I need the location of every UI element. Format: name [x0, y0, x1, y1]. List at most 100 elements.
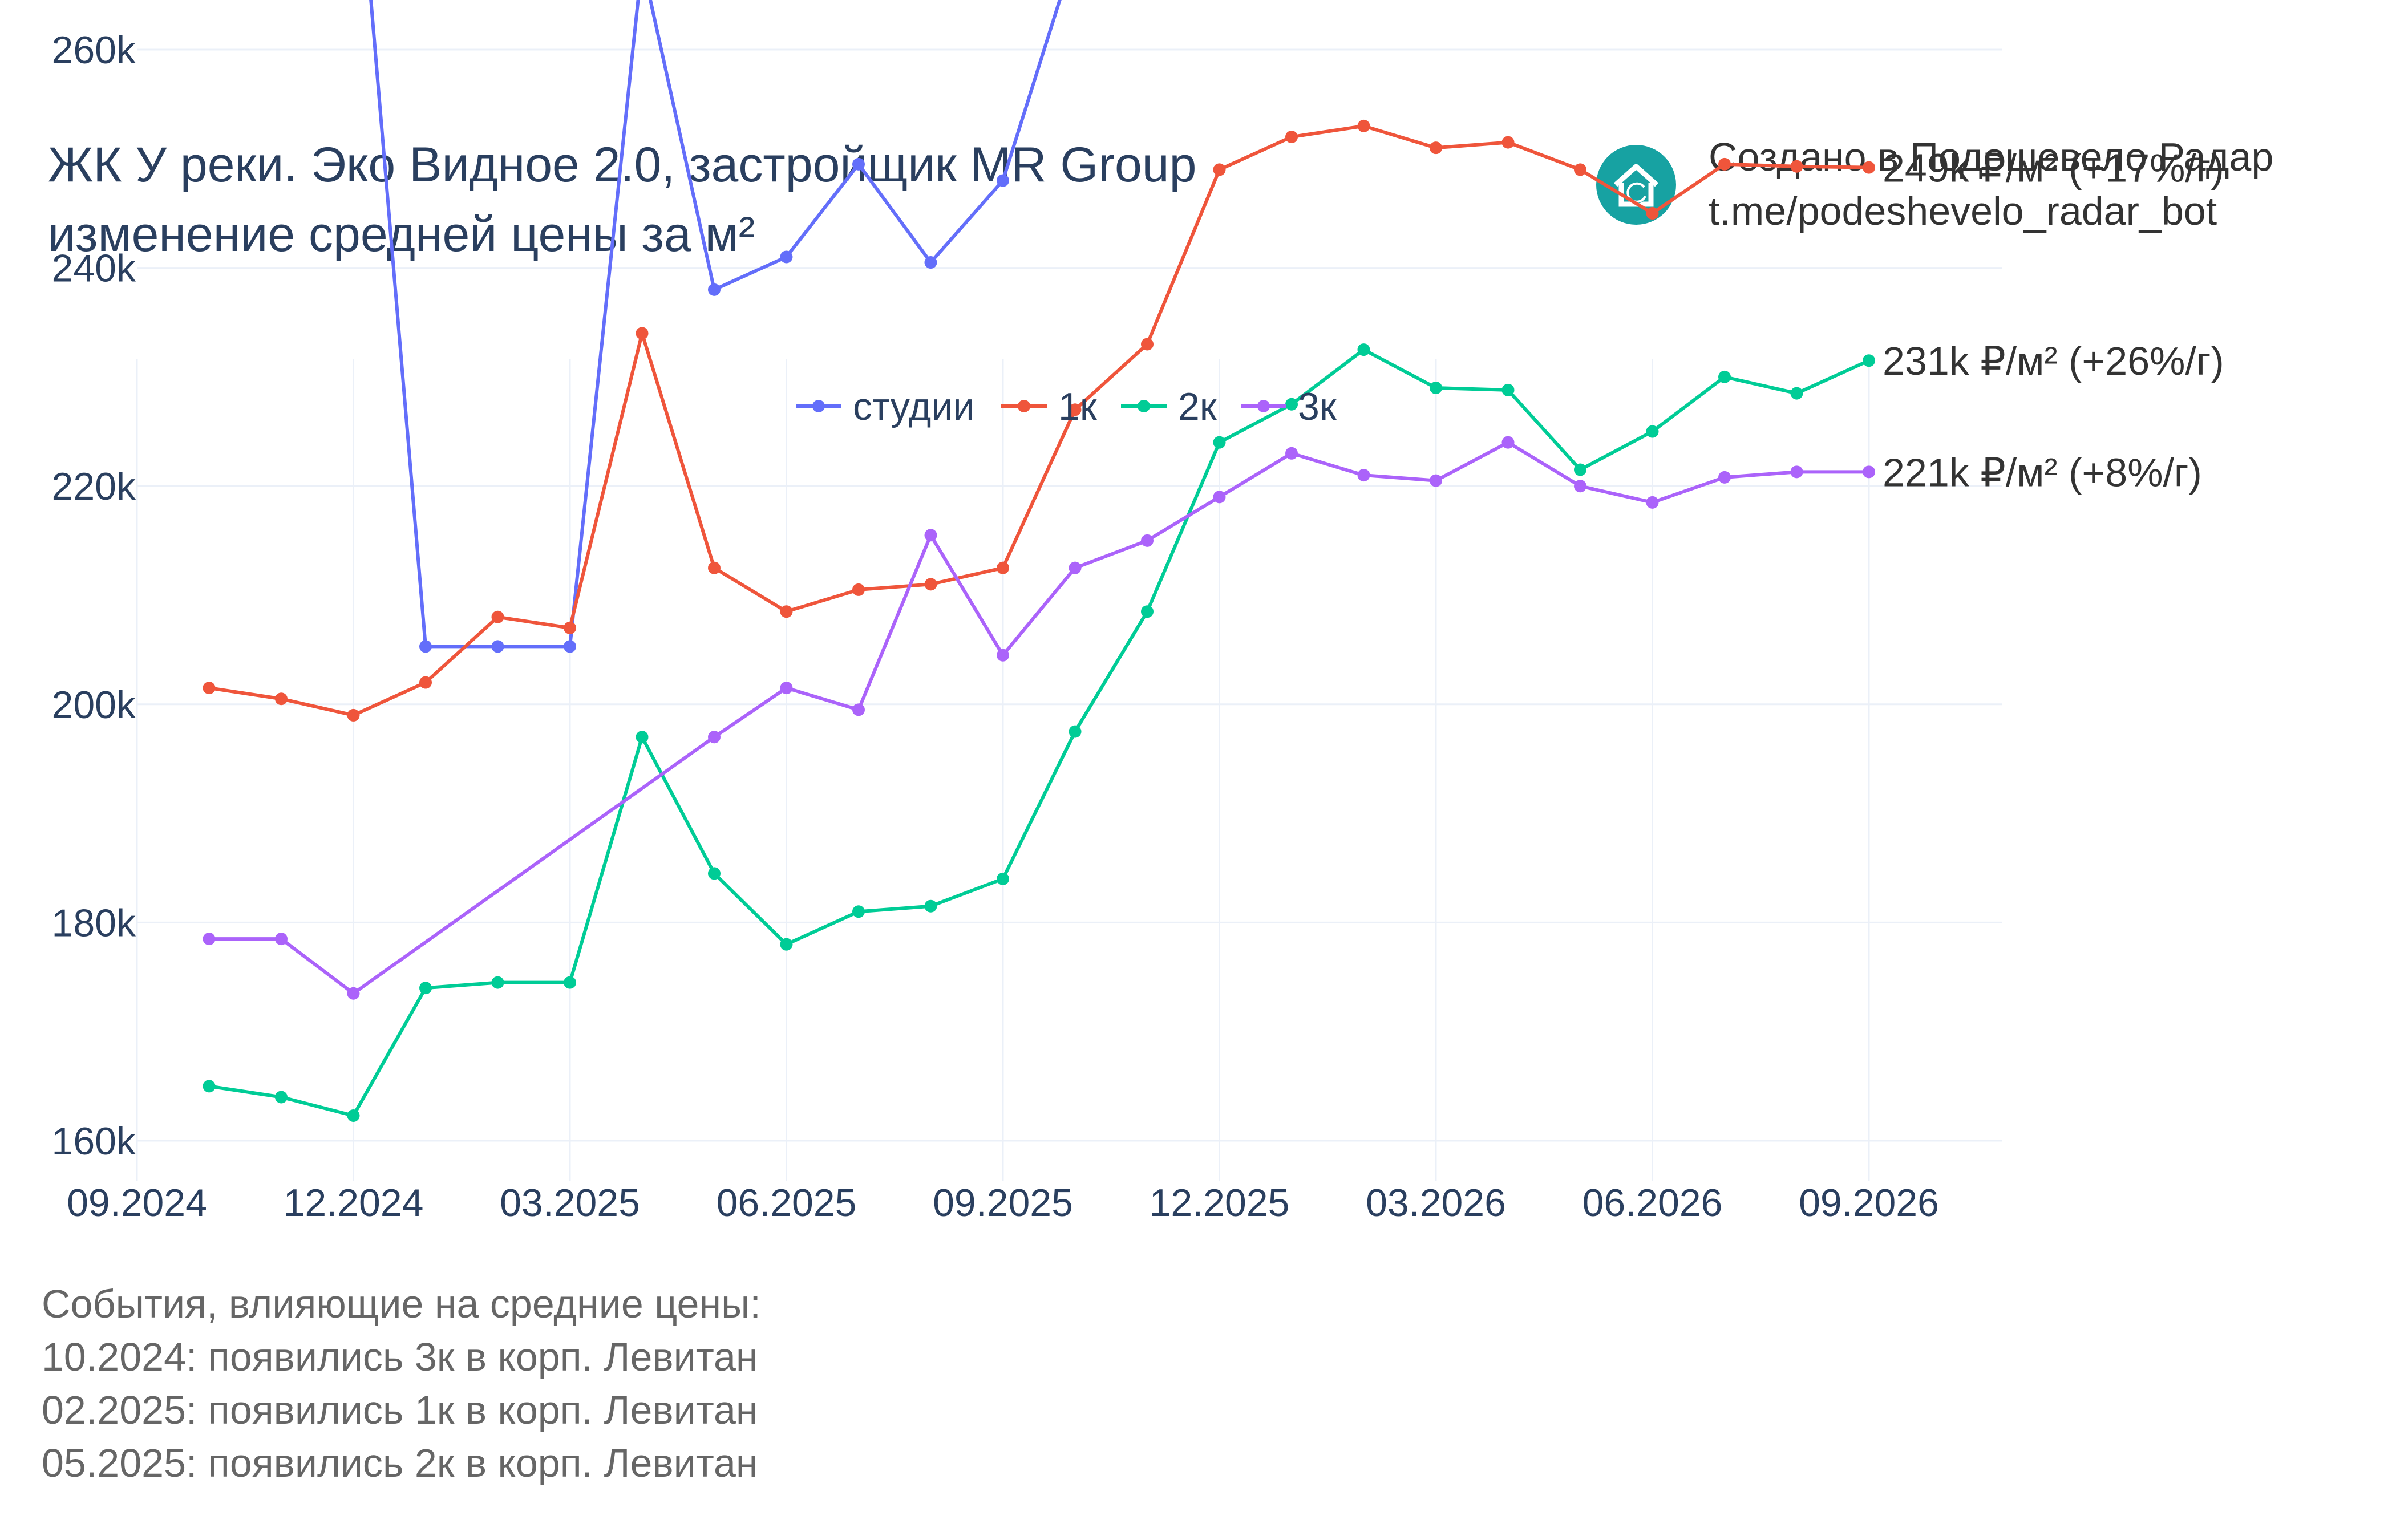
- x-tick-label: 03.2025: [500, 1181, 640, 1225]
- x-tick-label: 06.2026: [1583, 1181, 1723, 1225]
- data-point: [852, 703, 865, 716]
- legend-marker: [1138, 400, 1150, 412]
- data-point: [1141, 605, 1154, 618]
- data-point: [924, 529, 937, 542]
- data-point: [347, 708, 360, 722]
- y-tick-label: 180k: [52, 901, 136, 945]
- data-point: [636, 731, 649, 744]
- data-point: [997, 561, 1009, 574]
- data-point: [1646, 206, 1659, 220]
- data-point: [419, 640, 432, 653]
- data-point: [924, 899, 937, 913]
- data-point: [708, 283, 721, 296]
- data-point: [780, 605, 793, 618]
- data-point: [564, 621, 576, 634]
- event-item: 10.2024: появились 3к в корп. Левитан: [42, 1335, 758, 1379]
- y-tick-label: 160k: [52, 1120, 136, 1163]
- data-point: [203, 933, 216, 946]
- end-label: 231k ₽/м² (+26%/г): [1883, 339, 2224, 383]
- data-point: [852, 157, 865, 171]
- data-point: [1718, 157, 1731, 171]
- data-point: [1430, 141, 1442, 155]
- data-point: [275, 1091, 288, 1104]
- end-label: 221k ₽/м² (+8%/г): [1883, 450, 2202, 495]
- data-point: [1285, 131, 1298, 144]
- y-tick-label: 260k: [52, 29, 136, 72]
- data-point: [1430, 474, 1442, 487]
- data-point: [1357, 119, 1370, 132]
- credit-link[interactable]: t.me/podeshevelo_radar_bot: [1709, 189, 2217, 233]
- data-point: [852, 583, 865, 596]
- y-tick-label: 200k: [52, 683, 136, 727]
- credit-line1: Создано в Подешевело Радар: [1709, 135, 2274, 179]
- series-line-3: [209, 440, 1869, 995]
- data-point: [1213, 491, 1226, 504]
- x-tick-label: 12.2024: [284, 1181, 424, 1225]
- data-point: [1069, 403, 1082, 416]
- data-point: [1646, 496, 1659, 509]
- data-point: [1069, 561, 1082, 574]
- data-point: [1718, 471, 1731, 484]
- data-point: [1213, 163, 1226, 176]
- legend-marker: [1018, 400, 1030, 412]
- legend-label: студии: [853, 385, 974, 428]
- x-tick-label: 06.2025: [717, 1181, 857, 1225]
- data-point: [1501, 136, 1515, 149]
- data-point: [1501, 383, 1515, 396]
- data-point: [1574, 480, 1586, 493]
- x-tick-label: 09.2025: [933, 1181, 1073, 1225]
- data-point: [1069, 725, 1082, 738]
- data-point: [419, 676, 432, 689]
- end-label: 249k ₽/м² (+17%/г): [1883, 146, 2224, 191]
- data-point: [852, 905, 865, 918]
- data-point: [491, 610, 504, 623]
- data-point: [780, 938, 793, 951]
- x-tick-label: 09.2024: [67, 1181, 207, 1225]
- data-point: [1285, 398, 1298, 411]
- data-point: [347, 987, 360, 1000]
- series-line-2: [209, 348, 1870, 1118]
- data-point: [203, 1080, 216, 1093]
- data-point: [1790, 387, 1803, 400]
- y-tick-label: 220k: [52, 465, 136, 508]
- events-heading: События, влияющие на средние цены:: [42, 1282, 761, 1326]
- series-line-1: [209, 124, 1869, 717]
- data-point: [780, 250, 793, 264]
- data-point: [347, 1109, 360, 1122]
- data-point: [997, 872, 1009, 885]
- data-point: [1357, 343, 1370, 356]
- data-point: [1718, 370, 1731, 383]
- data-point: [1790, 160, 1803, 173]
- data-point: [708, 731, 721, 744]
- legend-label: 1к: [1058, 385, 1098, 428]
- credit: Создано в Подешевело Радар t.me/podeshev…: [1709, 130, 2273, 238]
- data-point: [1213, 436, 1226, 449]
- series-line-0: [369, 0, 1062, 649]
- chart-title-line2: изменение средней цены за м²: [48, 207, 755, 262]
- data-point: [564, 640, 576, 653]
- data-point: [491, 640, 504, 653]
- x-tick-label: 09.2026: [1799, 1181, 1939, 1225]
- data-point: [1285, 447, 1298, 460]
- data-point: [1863, 354, 1875, 367]
- data-point: [1141, 338, 1154, 351]
- legend-label: 2к: [1178, 385, 1217, 428]
- data-point: [1141, 534, 1154, 547]
- legend-marker: [812, 400, 825, 412]
- data-point: [997, 649, 1009, 662]
- x-tick-label: 12.2025: [1150, 1181, 1290, 1225]
- data-point: [275, 692, 288, 706]
- data-point: [419, 982, 432, 995]
- legend-label: 3к: [1298, 385, 1337, 428]
- data-point: [203, 682, 216, 695]
- data-point: [997, 174, 1009, 187]
- data-point: [708, 867, 721, 880]
- data-point: [924, 256, 937, 269]
- event-item: 05.2025: появились 2к в корп. Левитан: [42, 1441, 758, 1485]
- data-point: [1574, 463, 1586, 476]
- data-point: [1646, 425, 1659, 438]
- data-point: [1790, 465, 1803, 479]
- x-tick-label: 03.2026: [1366, 1181, 1506, 1225]
- data-point: [275, 933, 288, 946]
